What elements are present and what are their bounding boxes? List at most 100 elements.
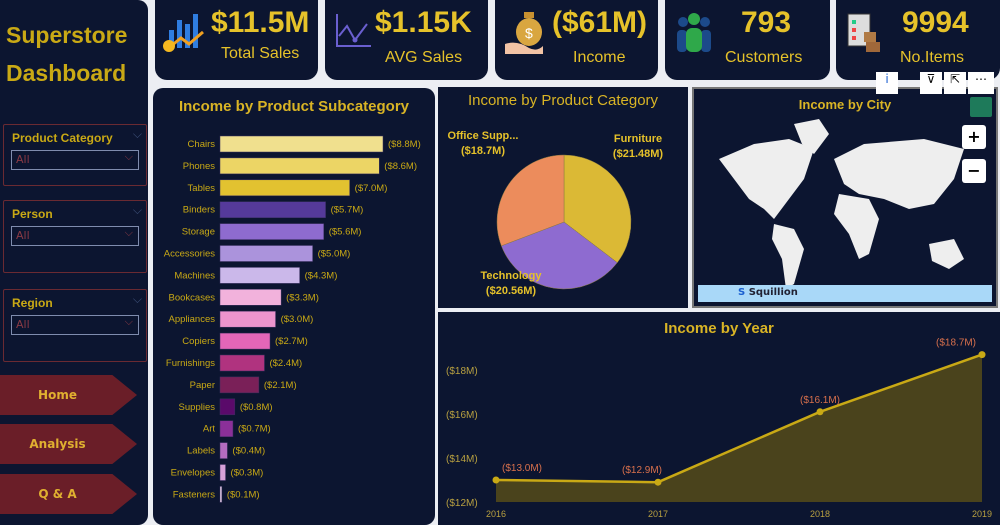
nav-qa-button[interactable]: Q & A: [0, 474, 137, 514]
dropdown-value: All: [16, 318, 30, 331]
pie-category-label: Furniture: [614, 133, 662, 145]
bar-category-label: Machines: [174, 270, 215, 281]
point-data-label: ($18.7M): [936, 338, 976, 349]
bar-category-label: Art: [203, 424, 216, 435]
bar-category-label: Fasteners: [173, 489, 215, 500]
map-attribution-bar: S Squillion: [698, 285, 992, 302]
kpi-label: Customers: [725, 49, 803, 66]
focus-mode-icon[interactable]: ⇱: [944, 72, 966, 94]
slicer-label: Product Category: [12, 131, 113, 145]
x-tick-label: 2017: [648, 509, 668, 519]
bar: [219, 376, 260, 394]
world-map[interactable]: [694, 109, 994, 309]
squillion-logo-icon: S: [738, 287, 749, 298]
sidebar: Superstore Dashboard Product Category ⌵ A…: [0, 0, 148, 525]
bar-data-label: ($5.7M): [331, 205, 364, 216]
category-pie-chart: Furniture ($21.48M) Technology ($20.56M) Off…: [448, 130, 664, 297]
bar: [219, 157, 380, 175]
kpi-value: $1.15K: [375, 6, 472, 39]
city-map-panel[interactable]: Income by City + − S Squillion: [692, 87, 998, 308]
chart-title: Income by City: [798, 97, 892, 112]
pie-slice: [563, 154, 632, 263]
dashboard-title: Superstore Dashboard: [6, 16, 127, 92]
title-line-1: Superstore: [6, 22, 128, 48]
nav-analysis-button[interactable]: Analysis: [0, 424, 137, 464]
data-point: [492, 476, 500, 484]
filter-icon[interactable]: ⊽: [920, 72, 942, 94]
subcategory-bar-panel: Income by Product Subcategory Chairs ($8.…: [153, 88, 435, 525]
bar-data-label: ($3.3M): [286, 292, 319, 303]
map-legend-icon[interactable]: [970, 97, 992, 117]
bar-data-label: ($7.0M): [355, 183, 388, 194]
svg-text:$: $: [525, 25, 533, 41]
bar-data-label: ($5.0M): [318, 249, 351, 260]
subcategory-bar-chart: Chairs ($8.8M) Phones ($8.6M) Tables ($7.0M) B…: [164, 135, 421, 503]
slicer-label: Person: [12, 207, 53, 221]
bar-data-label: ($0.8M): [240, 402, 273, 413]
bar-category-label: Tables: [188, 183, 216, 194]
bar: [219, 464, 226, 481]
region-dropdown[interactable]: All ⌵: [11, 315, 139, 335]
bar-data-label: ($0.7M): [238, 424, 271, 435]
bar-category-label: Envelopes: [171, 468, 216, 479]
bar-data-label: ($3.0M): [281, 314, 314, 325]
point-data-label: ($13.0M): [502, 463, 542, 474]
pie-slice: [501, 221, 618, 290]
bar: [219, 354, 265, 372]
nav-home-button[interactable]: Home: [0, 375, 137, 415]
y-tick-label: ($12M): [446, 498, 478, 509]
chevron-down-icon[interactable]: ⌵: [132, 203, 142, 217]
slicer-label: Region: [12, 296, 53, 310]
bar: [219, 420, 234, 437]
data-point: [654, 478, 662, 486]
title-line-2: Dashboard: [6, 60, 127, 86]
more-options-icon[interactable]: ⋯: [968, 72, 994, 94]
category-pie-panel: Income by Product Category Furniture ($21…: [438, 87, 688, 308]
clipboard-boxes-icon: [847, 13, 880, 52]
bar-data-label: ($5.6M): [329, 227, 362, 238]
kpi-income: $ ($61M) Income: [495, 0, 658, 80]
pie-category-label: Technology: [481, 270, 543, 282]
bar: [219, 398, 236, 416]
bar-data-label: ($0.4M): [232, 446, 265, 457]
dropdown-value: All: [16, 229, 30, 242]
income-year-panel: Income by Year ($12M) ($14M) ($16M) ($18M)(…: [438, 312, 1000, 525]
bar-category-label: Appliances: [169, 314, 216, 325]
pie-data-label: ($20.56M): [486, 285, 536, 297]
chevron-down-icon: ⌵: [124, 150, 133, 163]
chevron-down-icon[interactable]: ⌵: [132, 127, 142, 141]
attribution-text: Squillion: [748, 287, 798, 298]
people-icon: [677, 13, 711, 52]
bar: [219, 310, 276, 328]
map-zoom-out-button[interactable]: −: [962, 159, 986, 183]
bar-data-label: ($0.3M): [231, 468, 264, 479]
kpi-customers: 793 Customers: [665, 0, 830, 80]
x-tick-label: 2018: [810, 509, 830, 519]
bar-data-label: ($0.1M): [227, 489, 260, 500]
bar-chart-coin-icon: [163, 14, 204, 52]
bar: [219, 267, 300, 284]
pie-data-label: ($21.48M): [613, 148, 663, 160]
product-category-dropdown[interactable]: All ⌵: [11, 150, 139, 170]
info-icon[interactable]: i: [876, 72, 898, 94]
kpi-avg-sales: $1.15K AVG Sales: [325, 0, 488, 80]
bar-data-label: ($8.6M): [384, 161, 417, 172]
kpi-label: AVG Sales: [385, 49, 463, 66]
bar: [219, 223, 324, 240]
income-year-area-chart: ($12M) ($14M) ($16M) ($18M) ($13.0M) 2016 ($12…: [446, 338, 992, 519]
bar-category-label: Paper: [190, 380, 215, 391]
kpi-value: 9994: [902, 6, 969, 39]
person-dropdown[interactable]: All ⌵: [11, 226, 139, 246]
map-zoom-in-button[interactable]: +: [962, 125, 986, 149]
kpi-items: 9994 No.Items: [836, 0, 1000, 80]
pie-slice: [496, 154, 565, 247]
bar-category-label: Bookcases: [169, 292, 216, 303]
bar: [219, 486, 223, 503]
pie-data-label: ($18.7M): [461, 145, 505, 157]
chevron-down-icon: ⌵: [124, 315, 133, 328]
slicer-person: Person ⌵ All ⌵: [3, 200, 147, 273]
bar-category-label: Supplies: [179, 402, 216, 413]
chevron-down-icon[interactable]: ⌵: [132, 292, 142, 306]
money-bag-hand-icon: $: [505, 12, 543, 54]
income-line: [495, 353, 983, 484]
